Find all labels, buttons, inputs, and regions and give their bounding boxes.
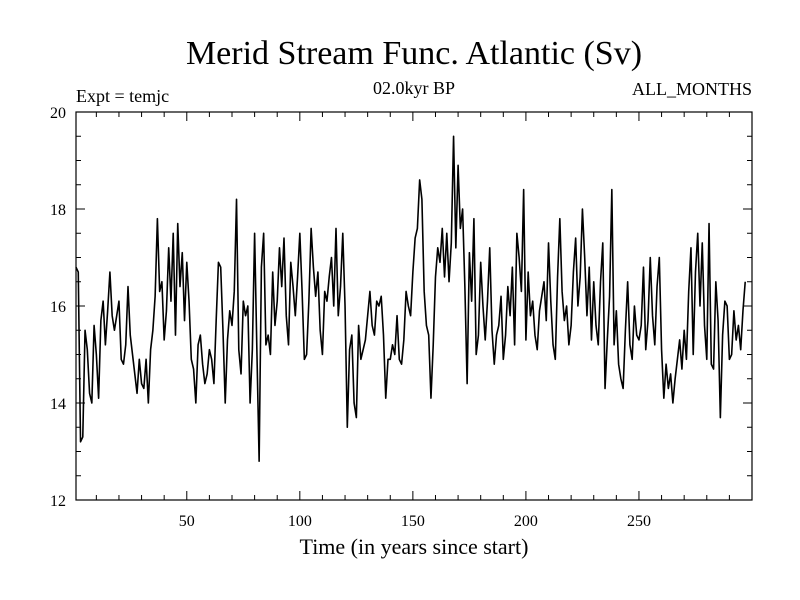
y-tick-label: 12 xyxy=(50,493,66,510)
x-tick-label: 250 xyxy=(627,513,651,530)
y-tick-label: 18 xyxy=(50,202,66,219)
plot-frame xyxy=(75,111,753,501)
period-label: 02.0kyr BP xyxy=(373,78,455,98)
y-tick-label: 20 xyxy=(50,105,66,122)
x-tick-label: 100 xyxy=(288,513,312,530)
x-axis-label: Time (in years since start) xyxy=(300,534,529,559)
chart-title: Merid Stream Func. Atlantic (Sv) xyxy=(186,35,642,72)
x-tick-label: 200 xyxy=(514,513,538,530)
x-tick-label: 50 xyxy=(179,513,195,530)
months-label: ALL_MONTHS xyxy=(632,79,752,99)
x-tick-label: 150 xyxy=(401,513,425,530)
y-tick-label: 14 xyxy=(50,396,66,413)
experiment-label: Expt = temjc xyxy=(76,86,169,106)
y-tick-label: 16 xyxy=(50,299,66,316)
series-line xyxy=(75,135,747,463)
